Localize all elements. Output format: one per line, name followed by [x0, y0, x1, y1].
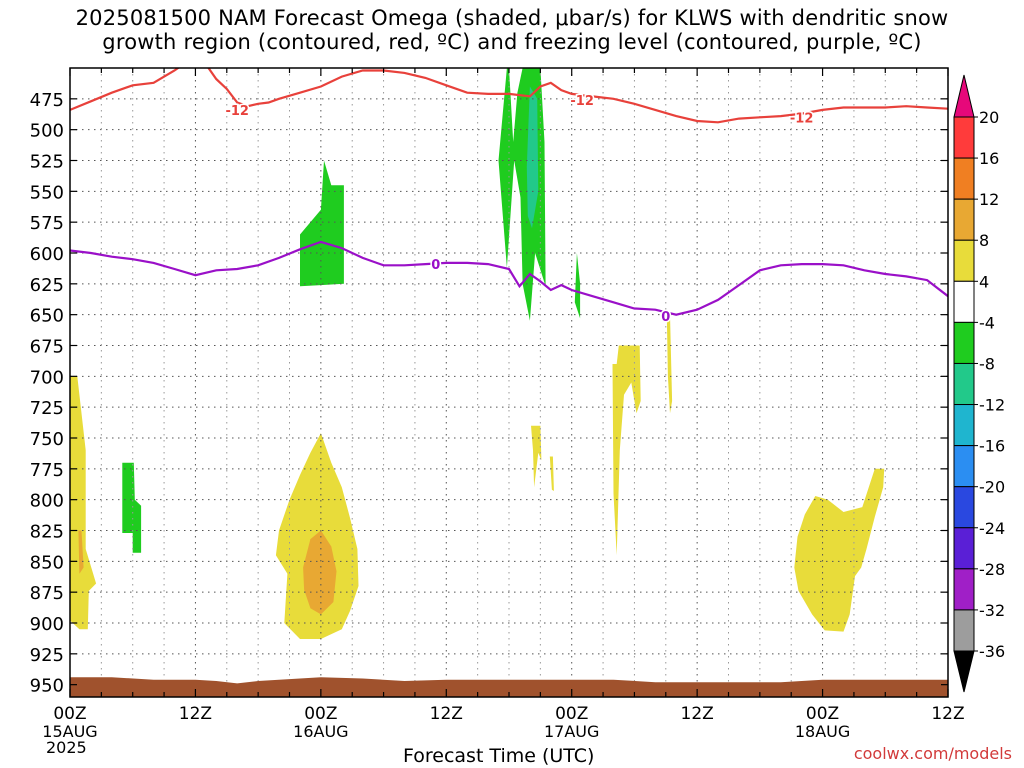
y-tick-label-800: 800: [30, 491, 64, 512]
colorbar-bottom-triangle: [953, 650, 975, 693]
colorbar-box-2: [953, 198, 975, 241]
omega-region-2: [526, 86, 539, 229]
x-tick-date-2: 16AUG: [293, 722, 348, 741]
y-tick-label-900: 900: [30, 614, 64, 635]
colorbar-box-12: [953, 609, 975, 652]
omega-region-5: [70, 376, 97, 630]
colorbar-box-3: [953, 239, 975, 282]
colorbar-label-5: -4: [979, 313, 995, 332]
omega-region-9: [531, 425, 542, 488]
colorbar-label-4: 4: [979, 272, 989, 291]
x-tick-date-0: 15AUG: [42, 722, 97, 741]
omega-region-12: [666, 314, 673, 414]
y-tick-label-750: 750: [30, 429, 64, 450]
title-line-1: 2025081500 NAM Forecast Omega (shaded, μ…: [75, 6, 949, 30]
colorbar-box-7: [953, 404, 975, 447]
x-tick-label-5: 12Z: [681, 704, 714, 724]
omega-region-6: [78, 530, 84, 574]
dgz-minus12-line: [70, 68, 948, 124]
y-tick-label-725: 725: [30, 398, 64, 419]
omega-region-10: [549, 456, 554, 491]
colorbar-box-11: [953, 568, 975, 611]
colorbar-label-11: -28: [979, 560, 1005, 579]
dgz-contour-label-2: -12: [790, 111, 814, 126]
omega-region-8: [303, 530, 337, 615]
omega-region-13: [794, 468, 885, 632]
freezing-level-line: [70, 240, 948, 316]
y-tick-label-850: 850: [30, 552, 64, 573]
colorbar-label-13: -36: [979, 642, 1005, 661]
y-tick-label-950: 950: [30, 676, 64, 697]
colorbar-label-7: -12: [979, 396, 1005, 415]
colorbar-label-1: 16: [979, 149, 999, 168]
y-tick-label-475: 475: [30, 90, 64, 111]
x-tick-date-6: 18AUG: [795, 722, 850, 741]
dgz-contour-label-1: -12: [570, 94, 594, 109]
y-tick-label-775: 775: [30, 460, 64, 481]
omega-region-3: [574, 253, 581, 319]
colorbar-label-6: -8: [979, 354, 995, 373]
colorbar-label-12: -32: [979, 601, 1005, 620]
y-tick-label-875: 875: [30, 583, 64, 604]
x-tick-label-6: 00Z: [806, 704, 839, 724]
title-line-2: growth region (contoured, red, ºC) and f…: [102, 30, 922, 54]
x-tick-label-3: 12Z: [430, 704, 463, 724]
dgz-contour-label-0: -12: [225, 104, 249, 119]
colorbar-box-0: [953, 116, 975, 159]
colorbar-box-5: [953, 321, 975, 364]
fzl-contour-label-0: 0: [431, 258, 440, 273]
colorbar-label-10: -24: [979, 519, 1005, 538]
y-tick-label-700: 700: [30, 367, 64, 388]
omega-region-0: [300, 160, 344, 287]
colorbar-box-10: [953, 527, 975, 570]
y-tick-label-825: 825: [30, 522, 64, 543]
omega-region-4: [122, 462, 142, 553]
x-tick-label-4: 00Z: [555, 704, 588, 724]
credit-text: coolwx.com/models: [853, 744, 1012, 763]
y-tick-label-925: 925: [30, 645, 64, 666]
y-tick-label-550: 550: [30, 182, 64, 203]
colorbar-box-6: [953, 362, 975, 406]
y-tick-label-675: 675: [30, 337, 64, 358]
y-tick-label-525: 525: [30, 152, 64, 173]
colorbar-top-triangle: [953, 74, 975, 118]
colorbar-label-3: 8: [979, 231, 989, 250]
colorbar-label-2: 12: [979, 190, 999, 209]
y-tick-label-650: 650: [30, 306, 64, 327]
colorbar-box-4: [953, 280, 975, 323]
y-tick-label-625: 625: [30, 275, 64, 296]
colorbar-box-9: [953, 486, 975, 529]
omega-region-11: [612, 345, 641, 556]
x-tick-label-7: 12Z: [931, 704, 964, 724]
year-label: 2025: [46, 738, 87, 757]
colorbar-label-8: -16: [979, 437, 1005, 456]
colorbar-box-1: [953, 157, 975, 200]
colorbar-label-0: 20: [979, 108, 999, 127]
colorbar-label-9: -20: [979, 478, 1005, 497]
x-tick-label-0: 00Z: [53, 704, 86, 724]
chart-title: 2025081500 NAM Forecast Omega (shaded, μ…: [0, 6, 1024, 54]
plot-area: -12 -12 -12 0 0: [70, 68, 948, 697]
y-tick-label-600: 600: [30, 244, 64, 265]
y-tick-label-500: 500: [30, 121, 64, 142]
fzl-contour-label-1: 0: [661, 310, 670, 325]
x-tick-label-1: 12Z: [179, 704, 212, 724]
colorbar-box-8: [953, 445, 975, 488]
y-tick-label-575: 575: [30, 213, 64, 234]
x-tick-date-4: 17AUG: [544, 722, 599, 741]
x-axis-label: Forecast Time (UTC): [403, 745, 595, 767]
x-tick-label-2: 00Z: [304, 704, 337, 724]
